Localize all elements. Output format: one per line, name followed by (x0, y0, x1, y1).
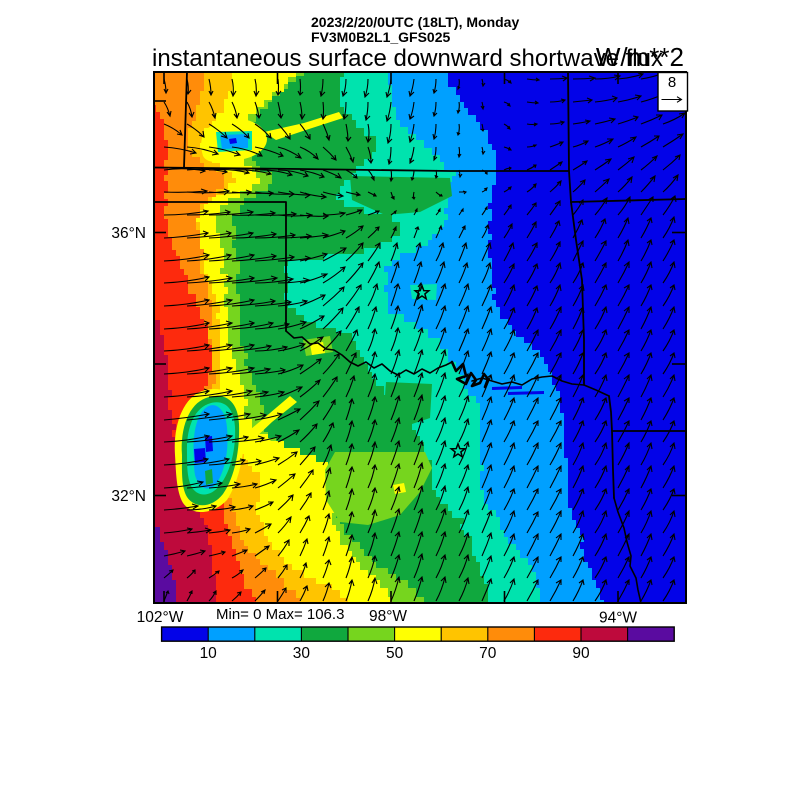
svg-text:FV3M0B2L1_GFS025: FV3M0B2L1_GFS025 (311, 29, 450, 45)
svg-text:50: 50 (386, 645, 404, 662)
svg-text:90: 90 (572, 645, 590, 662)
svg-text:36°N: 36°N (111, 225, 146, 242)
svg-text:30: 30 (293, 645, 311, 662)
svg-text:8: 8 (668, 74, 676, 91)
svg-text:94°W: 94°W (599, 610, 637, 627)
svg-text:70: 70 (479, 645, 497, 662)
svg-text:instantaneous surface downward: instantaneous surface downward shortwave… (152, 45, 663, 72)
svg-text:W/m**2: W/m**2 (596, 42, 684, 72)
svg-text:32°N: 32°N (111, 488, 146, 505)
svg-text:2023/2/20/0UTC (18LT), Monday: 2023/2/20/0UTC (18LT), Monday (311, 14, 519, 30)
svg-text:Min= 0 Max= 106.3: Min= 0 Max= 106.3 (216, 606, 344, 623)
svg-text:10: 10 (200, 645, 218, 662)
svg-text:102°W: 102°W (137, 609, 184, 626)
svg-text:98°W: 98°W (369, 608, 407, 625)
